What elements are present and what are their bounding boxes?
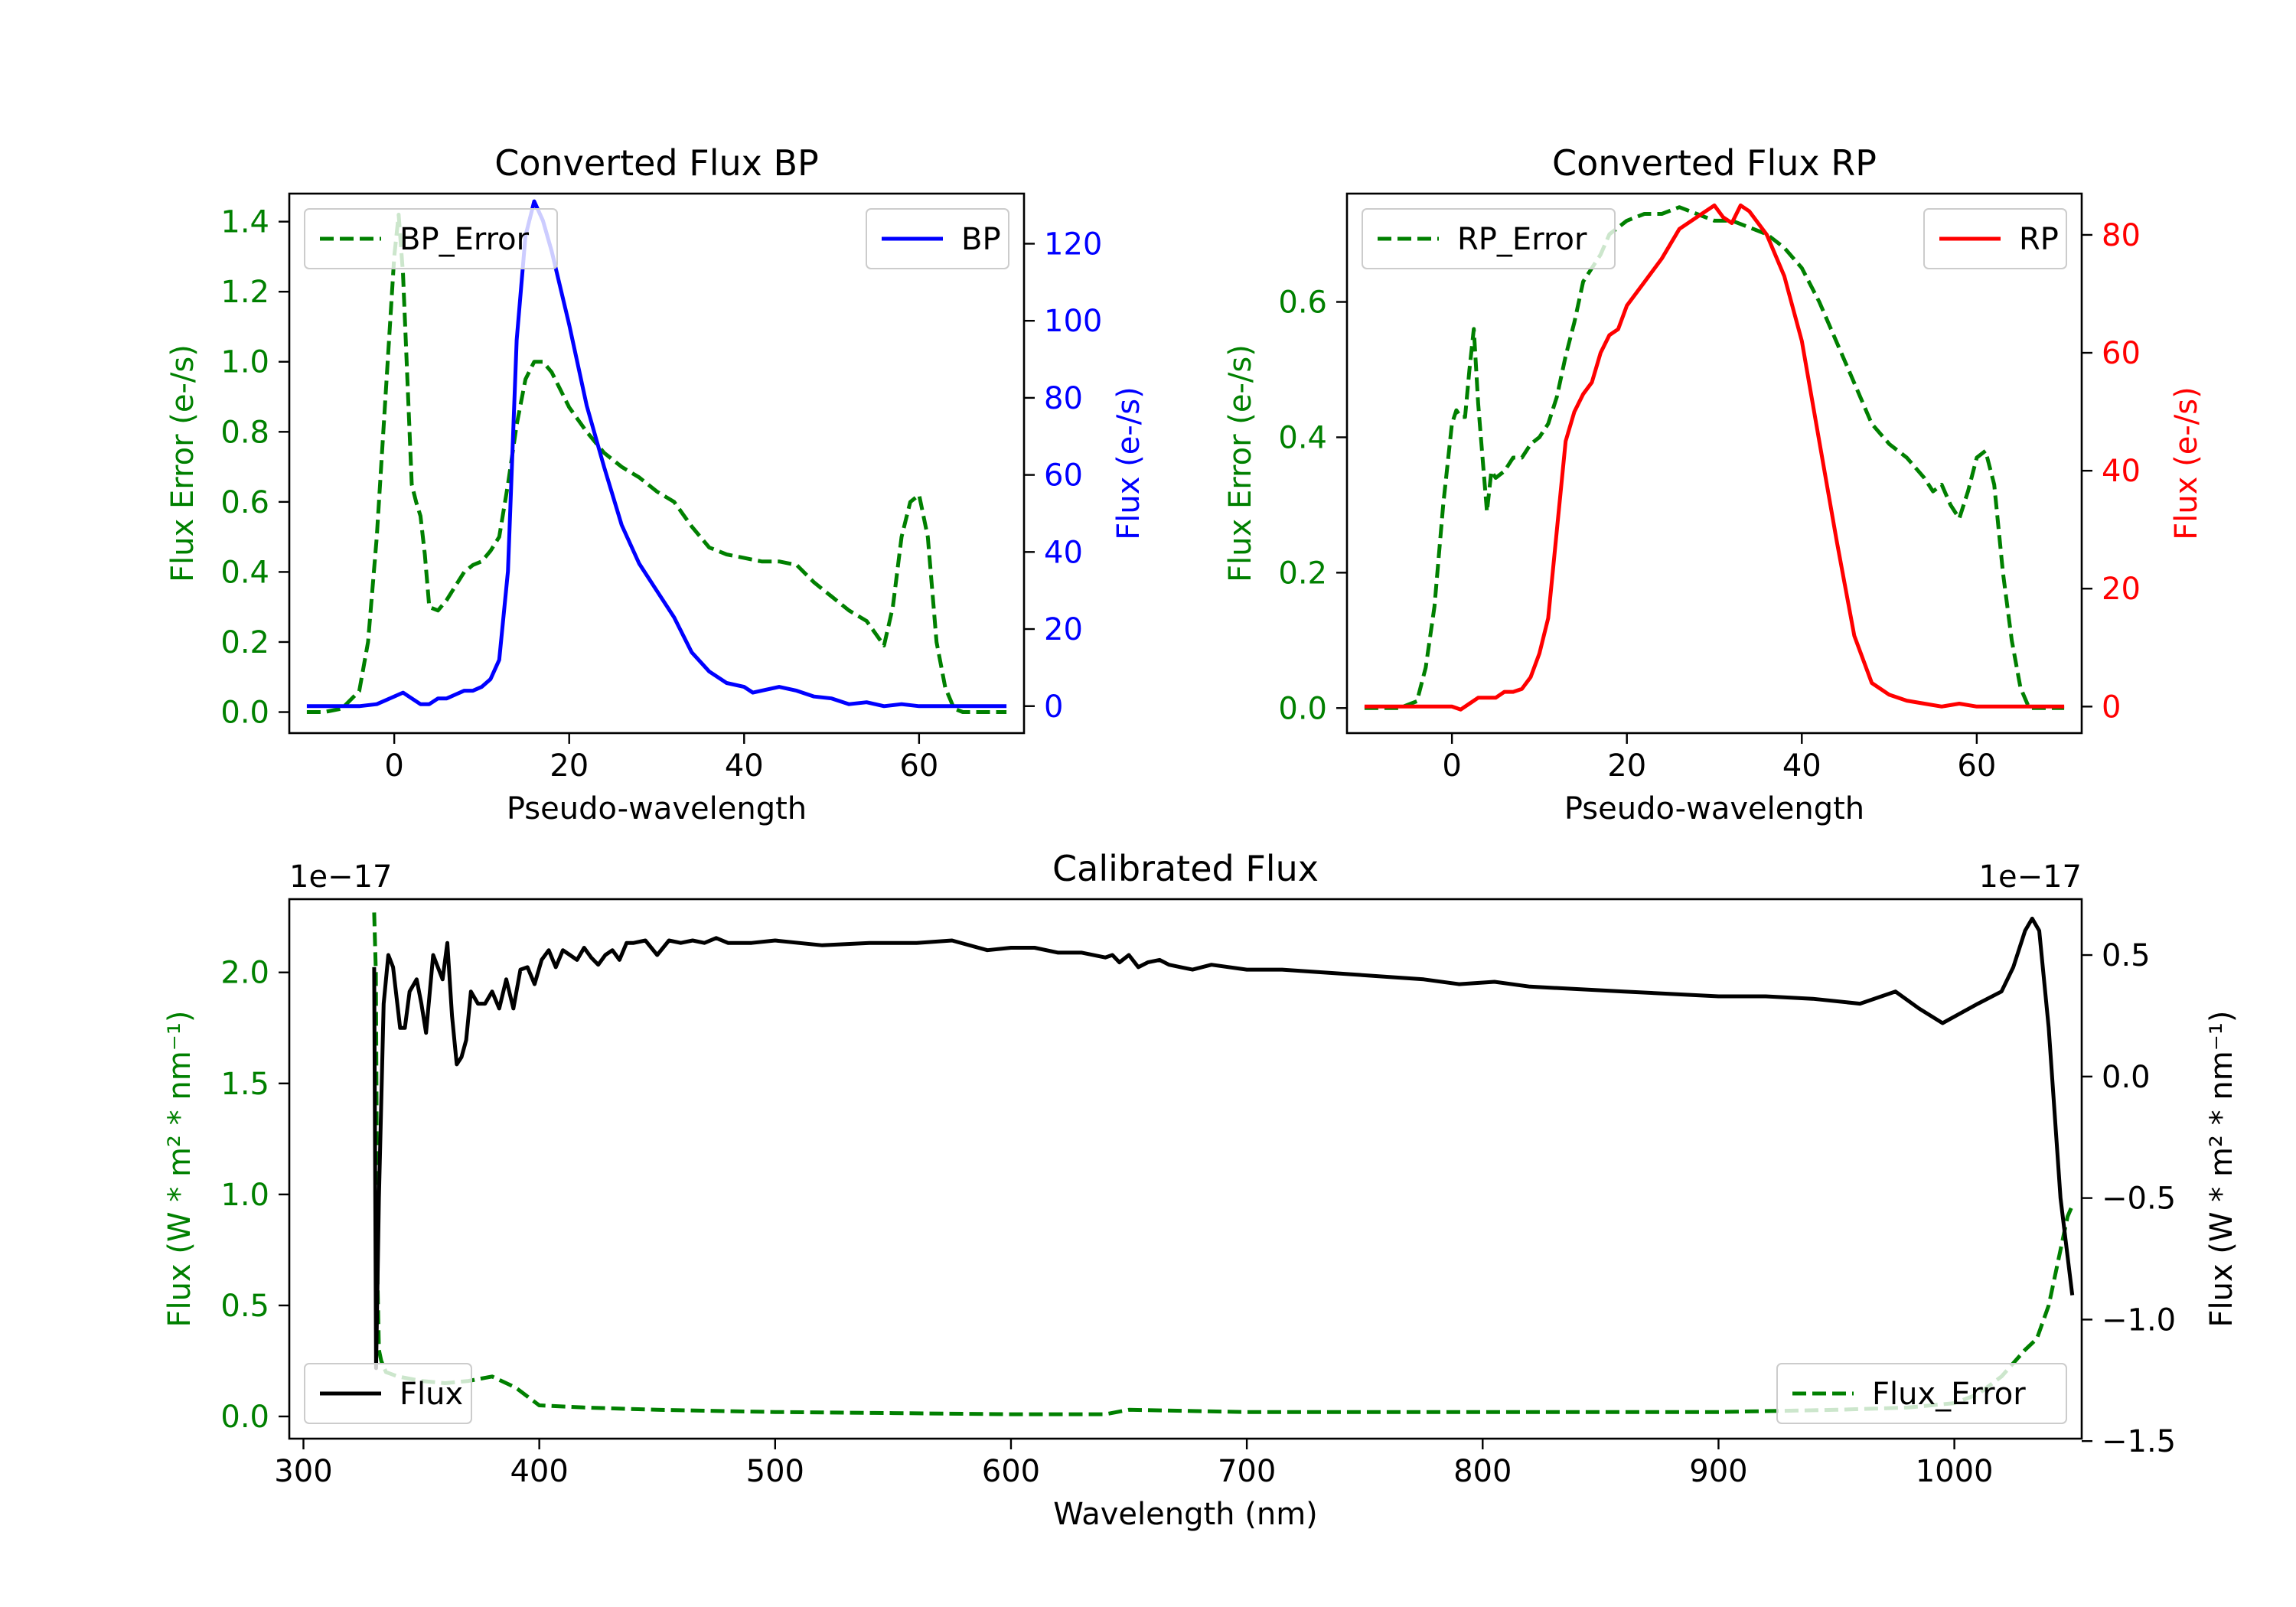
y-left-tick-label: 0.4 [220,555,269,590]
x-axis-label: Pseudo-wavelength [1564,791,1864,826]
y-right-tick-label: −1.5 [2102,1424,2176,1459]
y-left-tick-label: 0.0 [220,696,269,731]
y-right-tick-label: 60 [1044,458,1083,494]
series-line-flux [372,916,2075,1371]
x-tick-label: 900 [1689,1454,1747,1489]
y-left-tick-label: 0.6 [220,485,269,520]
x-tick-label: 60 [1957,748,1996,784]
y-left-axis-label: Flux (W * m² * nm⁻¹) [162,1011,197,1328]
legend-box [1362,208,1616,269]
x-axis-label: Pseudo-wavelength [507,791,807,826]
y-left-tick-label: 1.0 [220,345,269,380]
x-tick-label: 500 [746,1454,804,1489]
legend-label: RP [2019,222,2059,257]
y-left-axis-label: Flux Error (e-/s) [1223,344,1258,582]
y-left-tick-label: 1.4 [220,205,269,240]
y-right-tick-label: 20 [1044,612,1083,647]
y-right-axis-label: Flux (e-/s) [2169,386,2204,539]
x-tick-label: 600 [982,1454,1040,1489]
panel-rp: Converted Flux RP 0 20 40 60 Pseudo-wavelengt… [1223,142,2204,826]
y-right-tick-label: 100 [1044,304,1102,339]
chart-title: Converted Flux BP [494,142,819,184]
panel-bp: Converted Flux BP 0 20 40 60 Pseudo-wavelengt… [165,142,1146,826]
y-right-axis-label: Flux (W * m² * nm⁻¹) [2204,1011,2239,1328]
series-line-rp [1364,203,2065,712]
y-left-tick-label: 0.8 [220,415,269,450]
y-right-tick-label: 60 [2102,336,2141,371]
x-tick-label: 400 [510,1454,568,1489]
y-right-axis-label: Flux (e-/s) [1111,386,1146,539]
x-tick-label: 700 [1218,1454,1276,1489]
legend-label: BP [961,222,1001,257]
y-left-tick-label: 0.5 [220,1289,269,1324]
y-right-tick-label: 0.0 [2102,1060,2151,1095]
legend-label: RP_Error [1457,222,1587,257]
y-left-tick-label: 0.0 [220,1400,269,1435]
legend-box [1776,1363,2067,1424]
y-right-tick-label: 40 [1044,535,1083,570]
x-tick-label: 300 [274,1454,332,1489]
panel-calibrated: Calibrated Flux 300 400 500 600 700 800 900 1000… [162,848,2239,1532]
x-tick-label: 20 [550,748,589,784]
axes-frame [288,192,1026,735]
x-tick-label: 0 [384,748,403,784]
y-right-scale-note: 1e−17 [1979,859,2082,895]
legend-label: Flux_Error [1872,1377,2026,1412]
y-right-tick-label: −1.0 [2102,1302,2176,1338]
y-left-tick-label: 0.6 [1278,285,1327,321]
y-right-tick-label: 20 [2102,572,2141,607]
y-left-scale-note: 1e−17 [289,859,392,895]
y-left-tick-label: 0.2 [220,625,269,660]
y-right-tick-label: 40 [2102,454,2141,489]
y-right-tick-label: 80 [2102,218,2141,253]
y-left-axis-label: Flux Error (e-/s) [165,344,201,582]
y-left-tick-label: 0.4 [1278,420,1327,455]
y-left-tick-label: 2.0 [220,956,269,991]
y-left-tick-label: 0.2 [1278,556,1327,591]
y-left-tick-label: 0.0 [1278,691,1327,726]
x-tick-label: 0 [1442,748,1461,784]
y-left-tick-label: 1.0 [220,1178,269,1213]
chart-title: Converted Flux RP [1552,142,1877,184]
y-right-tick-label: 120 [1044,227,1102,262]
x-tick-label: 40 [725,748,764,784]
x-tick-label: 20 [1607,748,1646,784]
legend-box [304,208,558,269]
y-right-tick-label: 0 [1044,689,1063,725]
axes-frame [288,898,2083,1440]
series-line-bp-error [306,213,1007,714]
x-tick-label: 800 [1453,1454,1512,1489]
legend-label: BP_Error [400,222,530,257]
chart-title: Calibrated Flux [1052,848,1319,889]
y-right-tick-label: 0.5 [2102,938,2151,973]
x-tick-label: 60 [899,748,938,784]
x-axis-label: Wavelength (nm) [1053,1497,1318,1532]
y-right-tick-label: −0.5 [2102,1182,2176,1217]
legend-label: Flux [400,1377,463,1412]
series-line-bp [306,199,1007,709]
x-tick-label: 1000 [1916,1454,1994,1489]
x-tick-label: 40 [1782,748,1821,784]
y-right-tick-label: 80 [1044,381,1083,416]
legend-box [304,1363,472,1424]
axes-frame [1345,192,2083,735]
y-right-tick-label: 0 [2102,689,2121,725]
y-left-tick-label: 1.2 [220,275,269,310]
y-left-tick-label: 1.5 [220,1067,269,1102]
